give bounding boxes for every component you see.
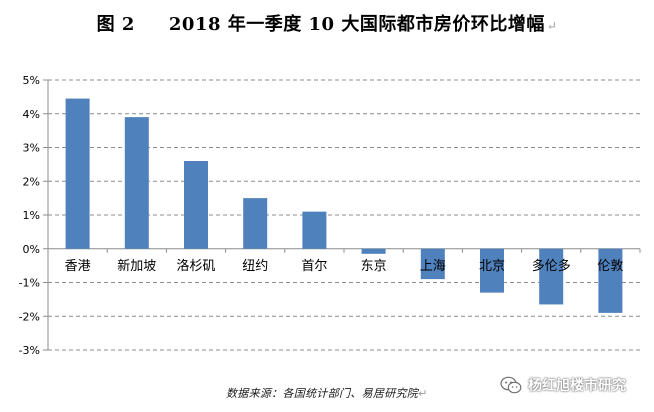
bar: [65, 98, 90, 249]
paragraph-mark-icon: ↵: [546, 19, 558, 33]
y-tick-label: -2%: [19, 310, 40, 323]
category-label: 新加坡: [117, 258, 156, 274]
title-text: 2018 年一季度 10 大国际都市房价环比增幅: [168, 14, 545, 35]
paragraph-mark-icon: ↵: [418, 387, 428, 400]
category-label: 纽约: [242, 259, 268, 274]
category-label: 东京: [361, 259, 387, 274]
bar: [539, 248, 564, 305]
y-tick-label: 4%: [23, 108, 40, 121]
y-tick-label: 1%: [23, 209, 40, 222]
wechat-icon: [500, 376, 522, 394]
y-tick-label: 3%: [23, 142, 40, 155]
bar: [420, 248, 445, 280]
bar: [480, 248, 504, 293]
bar: [184, 161, 208, 249]
figure-number: 图 2: [96, 14, 135, 35]
y-tick-label: 0%: [23, 243, 40, 256]
category-label: 香港: [65, 259, 91, 274]
watermark: 杨红旭楼市研究: [500, 374, 626, 396]
category-label: 多伦多: [532, 258, 571, 274]
category-label: 伦敦: [597, 258, 623, 274]
watermark-text: 杨红旭楼市研究: [528, 378, 626, 394]
category-label: 洛杉矶: [176, 259, 215, 274]
bar: [361, 248, 386, 254]
source-text: 数据来源：各国统计部门、易居研究院: [226, 387, 419, 400]
y-tick-label: 2%: [23, 175, 40, 188]
y-tick-label: -1%: [19, 277, 40, 290]
category-label: 上海: [420, 259, 446, 274]
chart-title: 图 2 2018 年一季度 10 大国际都市房价环比增幅 ↵: [0, 10, 654, 36]
source-note: 数据来源：各国统计部门、易居研究院↵: [226, 385, 428, 401]
category-label: 首尔: [301, 259, 327, 274]
bar: [598, 248, 623, 313]
category-label: 北京: [479, 259, 505, 274]
bar: [302, 211, 327, 249]
y-tick-label: 5%: [23, 74, 40, 87]
bar: [124, 117, 149, 249]
y-tick-label: -3%: [19, 344, 40, 357]
bar: [243, 198, 268, 249]
